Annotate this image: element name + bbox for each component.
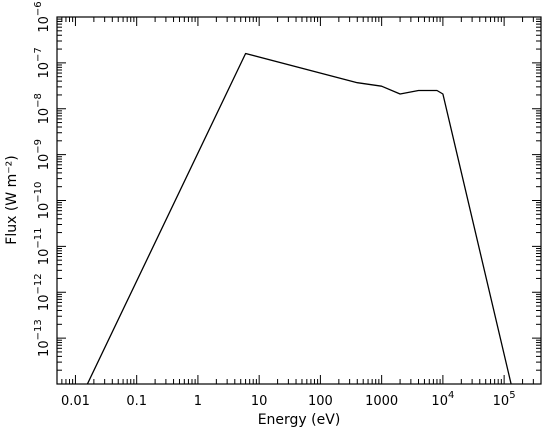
- x-tick-label: 104: [431, 390, 454, 409]
- y-tick-label: 10−9: [33, 139, 52, 170]
- y-tick-label: 10−12: [33, 273, 52, 311]
- y-tick-label: 10−10: [33, 182, 52, 220]
- x-tick-label: 1000: [365, 394, 398, 409]
- minor-ticks: [56, 17, 542, 384]
- x-tick-labels: 0.01 0.1 1 10 100 1000 104 105: [61, 390, 516, 409]
- y-tick-label: 10−8: [33, 93, 52, 124]
- x-axis-label: Energy (eV): [258, 412, 341, 428]
- y-tick-label: 10−7: [33, 47, 52, 78]
- x-tick-label: 0.01: [61, 394, 90, 409]
- x-tick-label: 105: [493, 390, 516, 409]
- major-ticks: [57, 16, 541, 385]
- x-tick-label: 1: [194, 394, 202, 409]
- y-tick-label: 10−11: [33, 228, 52, 266]
- plot-frame: [56, 16, 542, 385]
- x-tick-label: 0.1: [126, 394, 147, 409]
- y-tick-labels: 10−13 10−12 10−11 10−10 10−9 10−8 10−7 10−6: [33, 1, 52, 357]
- flux-series-line: [86, 52, 512, 385]
- x-tick-label: 10: [251, 394, 268, 409]
- y-tick-label: 10−6: [33, 1, 52, 32]
- y-tick-label: 10−13: [33, 319, 52, 357]
- series-layer: [86, 52, 512, 385]
- x-tick-label: 100: [308, 394, 333, 409]
- y-axis-label: Flux (W m⁻²): [4, 155, 20, 244]
